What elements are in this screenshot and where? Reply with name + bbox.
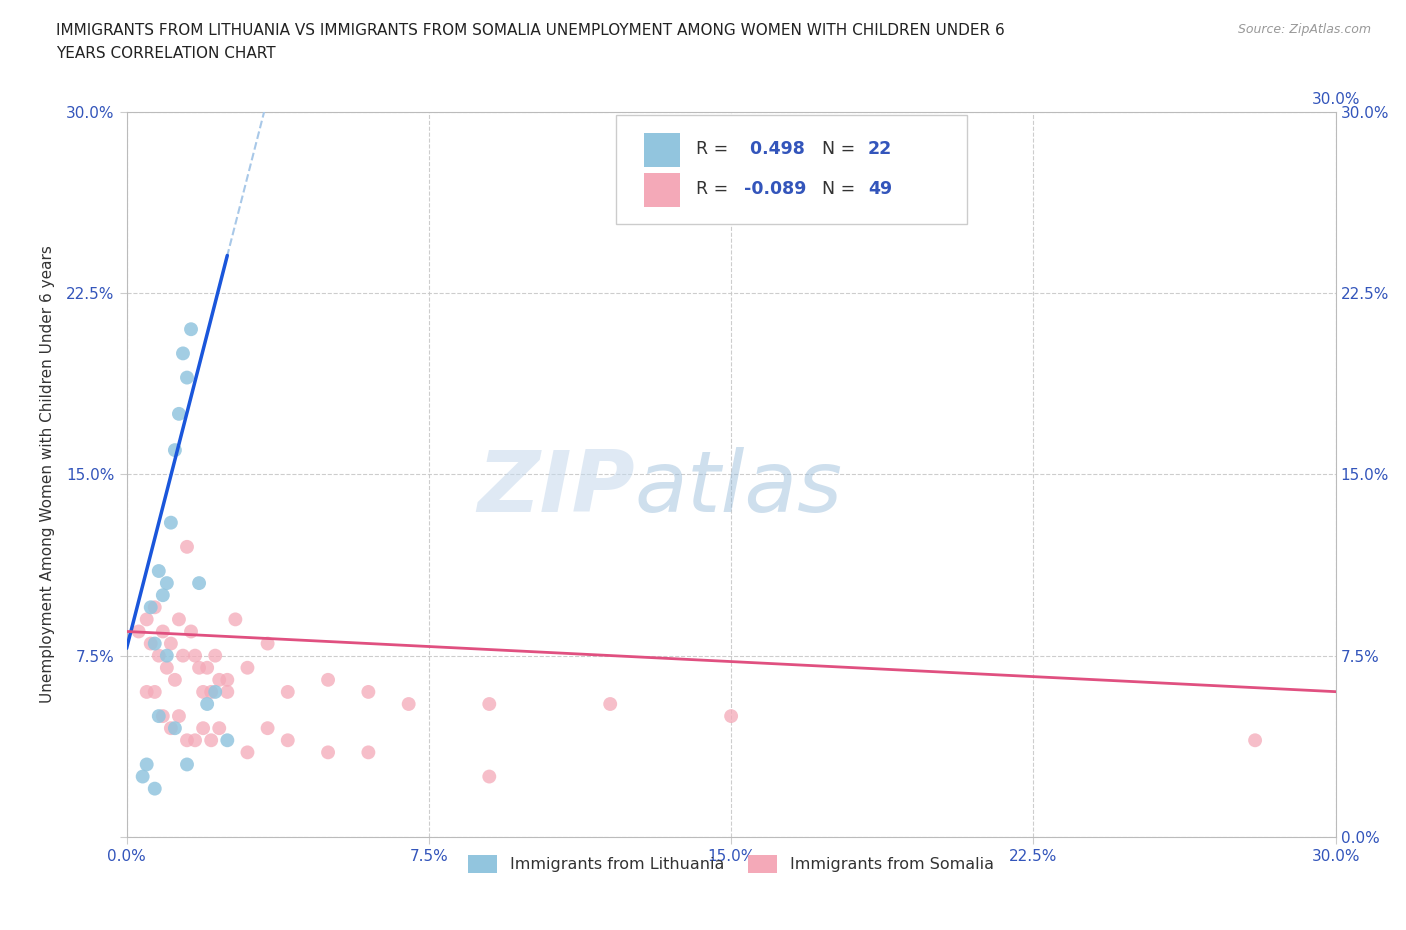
- Point: [204, 684, 226, 699]
- Point: [188, 576, 211, 591]
- Point: [217, 672, 239, 687]
- Point: [156, 660, 179, 675]
- Point: [167, 612, 190, 627]
- Point: [256, 636, 278, 651]
- Point: [236, 745, 259, 760]
- FancyBboxPatch shape: [644, 173, 681, 206]
- Point: [148, 564, 170, 578]
- Point: [176, 370, 198, 385]
- Point: [163, 443, 186, 458]
- FancyBboxPatch shape: [616, 115, 967, 224]
- Point: [163, 721, 186, 736]
- Point: [200, 733, 222, 748]
- Point: [135, 612, 157, 627]
- Point: [217, 684, 239, 699]
- Point: [184, 648, 207, 663]
- Point: [195, 660, 218, 675]
- Point: [167, 709, 190, 724]
- Point: [180, 624, 202, 639]
- Point: [204, 648, 226, 663]
- Point: [139, 636, 162, 651]
- Point: [224, 612, 246, 627]
- Point: [160, 721, 183, 736]
- Text: R =: R =: [696, 180, 734, 198]
- Point: [478, 697, 501, 711]
- Point: [167, 406, 190, 421]
- Point: [188, 660, 211, 675]
- Point: [152, 624, 174, 639]
- Point: [316, 745, 339, 760]
- Point: [191, 721, 214, 736]
- Text: R =: R =: [696, 140, 734, 157]
- Point: [172, 346, 194, 361]
- Point: [191, 684, 214, 699]
- Point: [277, 684, 299, 699]
- Point: [184, 733, 207, 748]
- Point: [143, 600, 166, 615]
- Text: N =: N =: [821, 180, 860, 198]
- Point: [152, 588, 174, 603]
- FancyBboxPatch shape: [644, 133, 681, 166]
- Point: [208, 672, 231, 687]
- Text: 22: 22: [868, 140, 891, 157]
- Point: [195, 697, 218, 711]
- Point: [160, 515, 183, 530]
- Point: [256, 721, 278, 736]
- Text: ZIP: ZIP: [477, 447, 634, 530]
- Point: [217, 733, 239, 748]
- Text: 49: 49: [868, 180, 891, 198]
- Point: [176, 733, 198, 748]
- Point: [128, 624, 150, 639]
- Point: [148, 648, 170, 663]
- Point: [1244, 733, 1267, 748]
- Text: N =: N =: [821, 140, 860, 157]
- Point: [357, 684, 380, 699]
- Point: [599, 697, 621, 711]
- Point: [176, 757, 198, 772]
- Point: [163, 672, 186, 687]
- Point: [398, 697, 420, 711]
- Point: [172, 648, 194, 663]
- Point: [143, 636, 166, 651]
- Text: atlas: atlas: [634, 447, 842, 530]
- Point: [156, 648, 179, 663]
- Point: [131, 769, 153, 784]
- Point: [156, 576, 179, 591]
- Point: [176, 539, 198, 554]
- Point: [148, 709, 170, 724]
- Text: YEARS CORRELATION CHART: YEARS CORRELATION CHART: [56, 46, 276, 61]
- Point: [152, 709, 174, 724]
- Point: [135, 684, 157, 699]
- Text: 0.498: 0.498: [744, 140, 806, 157]
- Text: Source: ZipAtlas.com: Source: ZipAtlas.com: [1237, 23, 1371, 36]
- Point: [208, 721, 231, 736]
- Point: [316, 672, 339, 687]
- Point: [139, 600, 162, 615]
- Point: [720, 709, 742, 724]
- Point: [200, 684, 222, 699]
- Point: [478, 769, 501, 784]
- Text: -0.089: -0.089: [744, 180, 807, 198]
- Y-axis label: Unemployment Among Women with Children Under 6 years: Unemployment Among Women with Children U…: [41, 246, 55, 703]
- Point: [143, 684, 166, 699]
- Point: [236, 660, 259, 675]
- Point: [135, 757, 157, 772]
- Point: [357, 745, 380, 760]
- Point: [180, 322, 202, 337]
- Text: IMMIGRANTS FROM LITHUANIA VS IMMIGRANTS FROM SOMALIA UNEMPLOYMENT AMONG WOMEN WI: IMMIGRANTS FROM LITHUANIA VS IMMIGRANTS …: [56, 23, 1005, 38]
- Point: [143, 781, 166, 796]
- Legend: Immigrants from Lithuania, Immigrants from Somalia: Immigrants from Lithuania, Immigrants fr…: [460, 847, 1002, 882]
- Point: [277, 733, 299, 748]
- Point: [160, 636, 183, 651]
